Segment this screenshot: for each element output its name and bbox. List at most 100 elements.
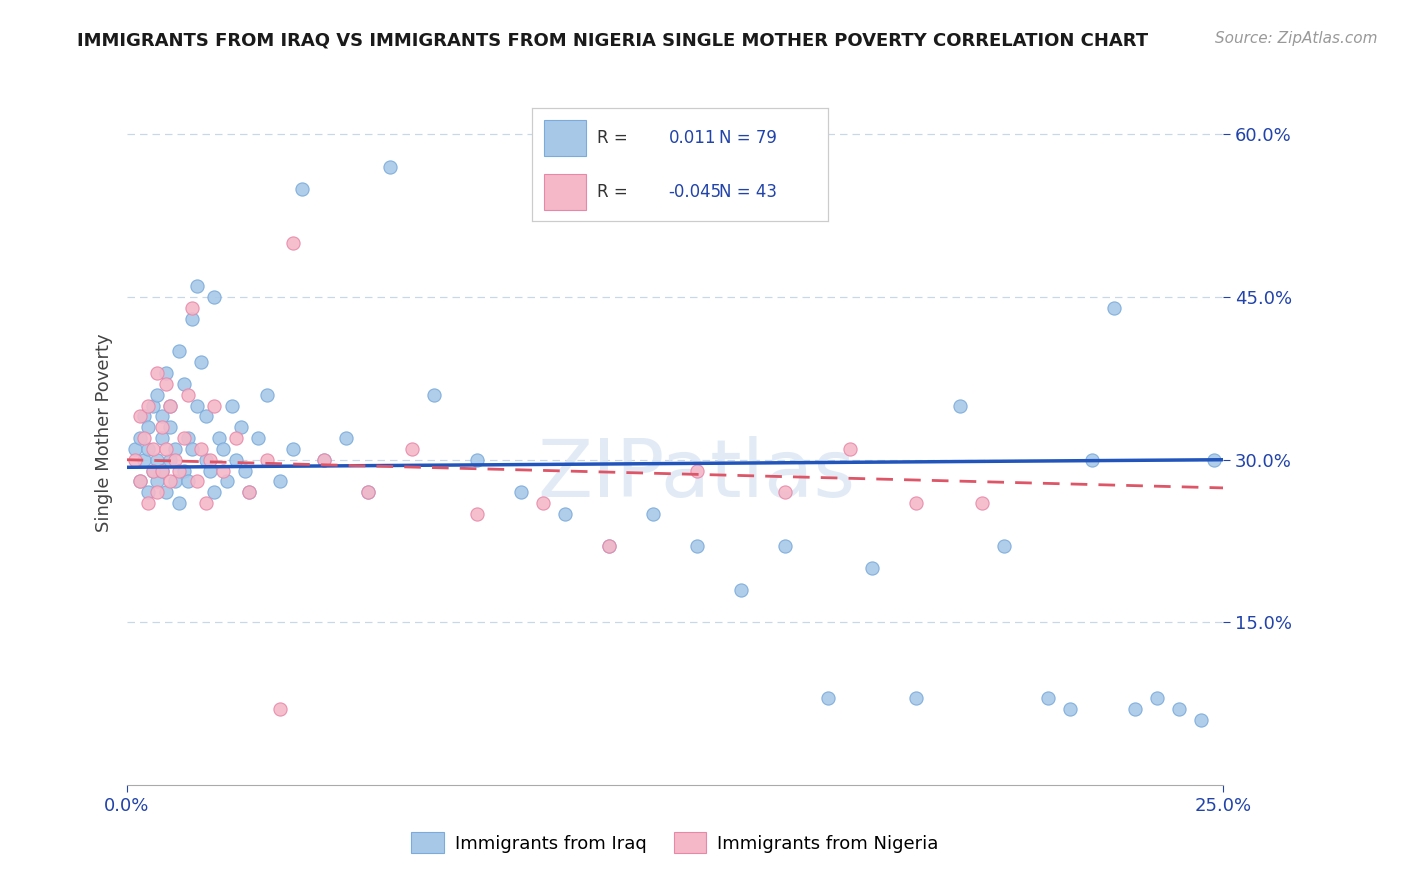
- Point: [208, 431, 231, 445]
- Point: [993, 540, 1015, 554]
- Point: [155, 442, 177, 456]
- Point: [839, 442, 862, 456]
- Point: [155, 485, 177, 500]
- Point: [238, 485, 260, 500]
- Point: [163, 452, 186, 467]
- Point: [142, 399, 165, 413]
- Point: [167, 496, 190, 510]
- Y-axis label: Single Mother Poverty: Single Mother Poverty: [94, 334, 112, 532]
- Point: [167, 344, 190, 359]
- Point: [233, 464, 256, 478]
- Point: [124, 452, 146, 467]
- Point: [138, 496, 160, 510]
- Point: [554, 507, 576, 521]
- Point: [357, 485, 380, 500]
- Point: [138, 399, 160, 413]
- Point: [128, 475, 150, 489]
- Point: [128, 431, 150, 445]
- Point: [269, 702, 291, 716]
- Text: ZIPatlas: ZIPatlas: [537, 436, 856, 514]
- Point: [686, 464, 709, 478]
- Point: [291, 182, 314, 196]
- Point: [1146, 691, 1168, 706]
- Point: [256, 387, 278, 401]
- Point: [150, 409, 173, 424]
- Point: [163, 475, 186, 489]
- Point: [159, 399, 181, 413]
- Point: [1036, 691, 1059, 706]
- Point: [181, 442, 204, 456]
- Point: [198, 452, 221, 467]
- Point: [312, 452, 335, 467]
- Point: [970, 496, 993, 510]
- Point: [173, 431, 195, 445]
- Point: [150, 431, 173, 445]
- Point: [212, 464, 235, 478]
- Point: [1102, 301, 1125, 315]
- Point: [124, 442, 146, 456]
- Point: [357, 485, 380, 500]
- Point: [422, 387, 444, 401]
- Point: [641, 507, 664, 521]
- Point: [128, 475, 150, 489]
- Text: Source: ZipAtlas.com: Source: ZipAtlas.com: [1215, 31, 1378, 46]
- Point: [1059, 702, 1081, 716]
- Point: [138, 442, 160, 456]
- Point: [202, 290, 225, 304]
- Point: [905, 691, 928, 706]
- Point: [159, 420, 181, 434]
- Point: [467, 507, 489, 521]
- Point: [163, 442, 186, 456]
- Point: [186, 279, 208, 293]
- Point: [817, 691, 839, 706]
- Point: [905, 496, 928, 510]
- Point: [132, 431, 155, 445]
- Point: [146, 366, 169, 380]
- Point: [312, 452, 335, 467]
- Point: [181, 301, 204, 315]
- Point: [132, 409, 155, 424]
- Point: [202, 485, 225, 500]
- Point: [229, 420, 252, 434]
- Point: [177, 475, 200, 489]
- Point: [598, 540, 620, 554]
- Point: [142, 464, 165, 478]
- Point: [686, 540, 709, 554]
- Point: [949, 399, 972, 413]
- Point: [173, 376, 195, 391]
- Point: [159, 475, 181, 489]
- Point: [181, 311, 204, 326]
- Point: [177, 387, 200, 401]
- Point: [510, 485, 533, 500]
- Point: [190, 442, 212, 456]
- Point: [159, 452, 181, 467]
- Point: [186, 399, 208, 413]
- Point: [269, 475, 291, 489]
- Point: [159, 399, 181, 413]
- Point: [150, 420, 173, 434]
- Point: [335, 431, 357, 445]
- Point: [177, 431, 200, 445]
- Point: [186, 475, 208, 489]
- Legend: Immigrants from Iraq, Immigrants from Nigeria: Immigrants from Iraq, Immigrants from Ni…: [404, 825, 946, 861]
- Point: [132, 452, 155, 467]
- Point: [1125, 702, 1147, 716]
- Point: [138, 485, 160, 500]
- Point: [1080, 452, 1102, 467]
- Point: [155, 376, 177, 391]
- Point: [256, 452, 278, 467]
- Point: [150, 464, 173, 478]
- Point: [1168, 702, 1191, 716]
- Point: [128, 409, 150, 424]
- Point: [202, 399, 225, 413]
- Point: [155, 366, 177, 380]
- Point: [283, 442, 305, 456]
- Point: [531, 496, 554, 510]
- Point: [247, 431, 270, 445]
- Point: [146, 452, 169, 467]
- Point: [194, 496, 217, 510]
- Point: [194, 452, 217, 467]
- Point: [150, 464, 173, 478]
- Point: [467, 452, 489, 467]
- Point: [225, 431, 247, 445]
